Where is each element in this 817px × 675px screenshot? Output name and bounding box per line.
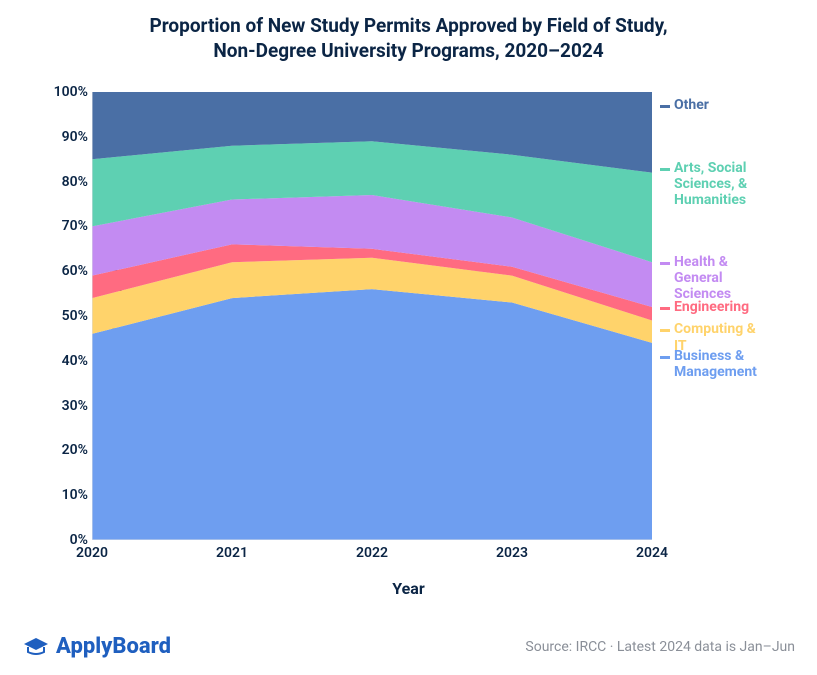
legend-dash-icon (660, 307, 670, 310)
legend-item-engineering: Engineering (660, 299, 749, 315)
legend-item-arts: Arts, SocialSciences, &Humanities (660, 160, 747, 208)
ytick: 70% (38, 218, 88, 234)
brand-icon (22, 636, 50, 658)
chart-title-line1: Proportion of New Study Permits Approved… (0, 14, 817, 39)
ytick: 20% (38, 442, 88, 458)
ytick: 30% (38, 398, 88, 414)
legend-dash-icon (660, 262, 670, 265)
chart-title: Proportion of New Study Permits Approved… (0, 14, 817, 63)
legend: Other Arts, SocialSciences, &Humanities He… (660, 92, 810, 540)
brand-text: ApplyBoard (56, 634, 171, 659)
xtick: 2021 (216, 545, 248, 561)
page-root: Proportion of New Study Permits Approved… (0, 0, 817, 675)
x-axis-label: Year (0, 579, 817, 598)
footer: ApplyBoard Source: IRCC · Latest 2024 da… (0, 631, 817, 661)
legend-label: Arts, SocialSciences, &Humanities (674, 160, 747, 208)
xtick: 2023 (496, 545, 528, 561)
chart-title-line2: Non-Degree University Programs, 2020–202… (0, 39, 817, 64)
ytick: 60% (38, 263, 88, 279)
legend-item-business: Business &Management (660, 348, 757, 380)
ytick: 40% (38, 353, 88, 369)
ytick: 90% (38, 129, 88, 145)
chart-wrap: % of Approved Study Permits OtherArts, S… (0, 80, 817, 600)
source-text: Source: IRCC · Latest 2024 data is Jan–J… (525, 639, 795, 655)
ytick: 50% (38, 308, 88, 324)
legend-dash-icon (660, 168, 670, 171)
legend-label: Business &Management (674, 348, 757, 380)
stacked-area-svg (92, 92, 652, 540)
legend-item-other: Other (660, 97, 709, 113)
brand: ApplyBoard (22, 634, 171, 659)
legend-label: Engineering (674, 299, 749, 315)
plot-area (92, 92, 652, 540)
legend-label: Other (674, 97, 709, 113)
legend-dash-icon (660, 329, 670, 332)
ytick: 80% (38, 174, 88, 190)
xtick: 2020 (76, 545, 108, 561)
legend-label: Health &GeneralSciences (674, 254, 731, 302)
xtick: 2022 (356, 545, 388, 561)
area-business (92, 289, 652, 540)
ytick: 100% (38, 84, 88, 100)
legend-dash-icon (660, 356, 670, 359)
legend-item-health: Health &GeneralSciences (660, 254, 731, 302)
ytick: 10% (38, 487, 88, 503)
legend-dash-icon (660, 105, 670, 108)
xtick: 2024 (636, 545, 668, 561)
